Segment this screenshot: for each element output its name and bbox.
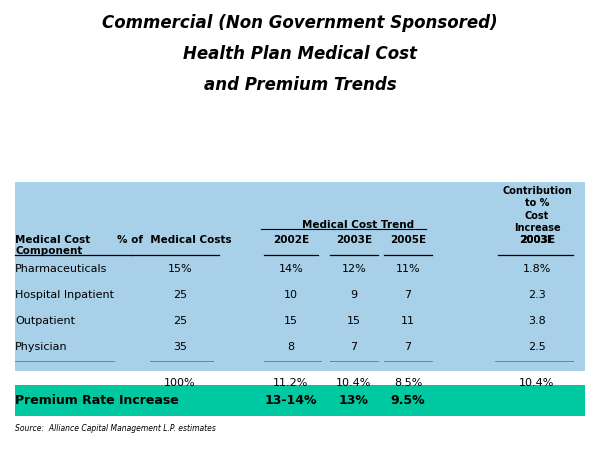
Text: Commercial (Non Government Sponsored): Commercial (Non Government Sponsored) — [102, 14, 498, 32]
Text: 2005E: 2005E — [390, 235, 426, 245]
Text: % of  Medical Costs: % of Medical Costs — [116, 235, 232, 245]
Text: Contribution
to %
Cost
Increase
2003E: Contribution to % Cost Increase 2003E — [502, 186, 572, 245]
Text: 25: 25 — [173, 290, 187, 300]
Text: 15: 15 — [347, 316, 361, 326]
Text: 3.8: 3.8 — [528, 316, 546, 326]
Text: 2.5: 2.5 — [528, 342, 546, 352]
Text: 12%: 12% — [341, 264, 367, 274]
Text: 25: 25 — [173, 316, 187, 326]
Text: and Premium Trends: and Premium Trends — [203, 76, 397, 94]
Text: 11.2%: 11.2% — [274, 378, 308, 388]
Text: 15%: 15% — [167, 264, 193, 274]
Text: Outpatient: Outpatient — [15, 316, 75, 326]
Text: Health Plan Medical Cost: Health Plan Medical Cost — [183, 45, 417, 63]
Text: Source:  Alliance Capital Management L.P. estimates: Source: Alliance Capital Management L.P.… — [15, 424, 216, 433]
Text: 8.5%: 8.5% — [394, 378, 422, 388]
Text: 2.3: 2.3 — [528, 290, 546, 300]
Text: 8: 8 — [287, 342, 295, 352]
Text: Medical Cost
Component: Medical Cost Component — [15, 235, 90, 256]
Text: 13%: 13% — [339, 394, 369, 407]
Text: 15: 15 — [284, 316, 298, 326]
Text: 10.4%: 10.4% — [337, 378, 371, 388]
Text: 2003E: 2003E — [336, 235, 372, 245]
Text: 1.8%: 1.8% — [523, 264, 551, 274]
Text: 7: 7 — [404, 342, 412, 352]
Text: Pharmaceuticals: Pharmaceuticals — [15, 264, 107, 274]
Text: Hospital Inpatient: Hospital Inpatient — [15, 290, 114, 300]
Text: 7: 7 — [404, 290, 412, 300]
Text: 7: 7 — [350, 342, 358, 352]
Text: 11: 11 — [401, 316, 415, 326]
Text: 100%: 100% — [164, 378, 196, 388]
Text: Physician: Physician — [15, 342, 68, 352]
Text: Premium Rate Increase: Premium Rate Increase — [15, 394, 179, 407]
Text: 2003E: 2003E — [519, 235, 555, 245]
Text: 9: 9 — [350, 290, 358, 300]
Text: 14%: 14% — [278, 264, 304, 274]
FancyBboxPatch shape — [15, 385, 585, 416]
FancyBboxPatch shape — [15, 182, 585, 371]
Text: Medical Cost Trend: Medical Cost Trend — [302, 220, 415, 230]
Text: 10: 10 — [284, 290, 298, 300]
Text: 9.5%: 9.5% — [391, 394, 425, 407]
Text: 11%: 11% — [395, 264, 421, 274]
Text: 13-14%: 13-14% — [265, 394, 317, 407]
Text: 35: 35 — [173, 342, 187, 352]
Text: 2002E: 2002E — [273, 235, 309, 245]
Text: 10.4%: 10.4% — [520, 378, 554, 388]
